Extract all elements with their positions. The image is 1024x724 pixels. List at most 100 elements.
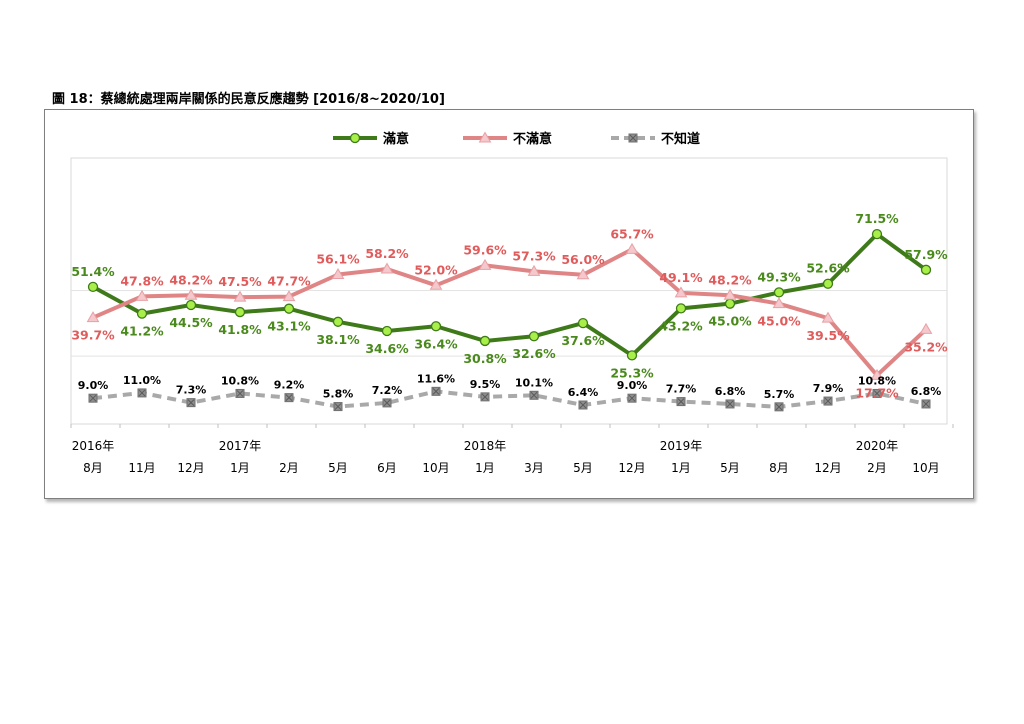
- series-0-point: [577, 317, 589, 329]
- series-2-point-cross: [383, 399, 391, 407]
- data-label-1: 57.3%: [512, 248, 556, 263]
- data-label-0: 45.0%: [708, 314, 752, 329]
- legend-label-0: 滿意: [383, 131, 409, 147]
- data-label-1: 47.5%: [218, 274, 262, 289]
- legend-label-2: 不知道: [661, 131, 700, 147]
- series-0-point: [136, 308, 148, 319]
- series-1-point: [919, 322, 933, 334]
- x-tick-label: 2月: [279, 461, 299, 475]
- data-label-1: 48.2%: [708, 272, 752, 287]
- series-2-point-cross: [187, 399, 195, 406]
- series-line-1: [92, 247, 928, 378]
- series-0-point: [528, 331, 540, 342]
- data-label-1: 35.2%: [904, 339, 948, 354]
- data-label-2: 10.8%: [858, 374, 896, 387]
- series-2-point-cross: [922, 400, 930, 408]
- series-2-point-cross: [873, 390, 881, 397]
- legend-marker-2-cross: [629, 134, 637, 142]
- series-2-point-cross: [236, 390, 244, 397]
- year-label: 2018年: [464, 439, 507, 453]
- data-label-0: 43.2%: [659, 318, 703, 333]
- x-tick-label: 1月: [230, 461, 250, 475]
- data-label-0: 44.5%: [169, 315, 213, 330]
- legend-label-1: 不滿意: [513, 131, 552, 147]
- x-axis: 8月 11月 12月 1月 2月 5月 6月 10月 1月 3月 5月 12月 1月 5月 8月 12月 2月 1…: [72, 439, 940, 475]
- data-label-0: 57.9%: [904, 247, 948, 262]
- series-0-point: [283, 303, 295, 314]
- data-label-0: 41.2%: [120, 324, 164, 339]
- data-label-2: 5.8%: [323, 388, 354, 401]
- series-1-point: [723, 288, 737, 300]
- series-2-point-cross: [677, 398, 685, 405]
- series-2-point-cross: [138, 389, 146, 397]
- year-label: 2020年: [856, 439, 899, 453]
- data-label-0: 49.3%: [757, 269, 801, 284]
- data-label-2: 5.7%: [764, 388, 795, 401]
- series-0-point: [822, 278, 834, 289]
- data-label-1: 58.2%: [365, 246, 409, 261]
- series-1-point: [184, 288, 198, 300]
- series-0-point: [234, 306, 246, 318]
- series-0-point: [773, 287, 785, 298]
- data-label-1: 59.6%: [463, 242, 507, 257]
- series-2-point-cross: [628, 394, 636, 402]
- year-label: 2017年: [219, 439, 262, 453]
- data-label-1: 49.1%: [659, 270, 703, 285]
- series-1-point: [429, 278, 443, 290]
- series-1-point: [527, 264, 541, 276]
- data-label-0: 41.8%: [218, 322, 262, 337]
- series-1-point: [625, 242, 639, 254]
- data-label-2: 9.2%: [274, 379, 305, 392]
- x-tick-label: 11月: [128, 461, 155, 475]
- data-label-0: 71.5%: [855, 211, 899, 226]
- series-line-0: [92, 232, 928, 358]
- data-label-0: 52.6%: [806, 261, 850, 276]
- series-1-point: [772, 297, 786, 309]
- data-label-2: 9.0%: [78, 379, 109, 392]
- data-label-0: 37.6%: [561, 333, 605, 348]
- x-tick-label: 5月: [720, 461, 740, 475]
- x-tick-label: 12月: [618, 461, 645, 475]
- data-label-1: 39.5%: [806, 328, 850, 343]
- x-tick-label: 3月: [524, 461, 544, 475]
- series-0-point: [332, 316, 344, 327]
- series-0-point: [871, 228, 883, 240]
- legend: 滿意 不滿意 不知道: [333, 131, 700, 147]
- data-label-2: 10.1%: [515, 376, 553, 389]
- x-tick-label: 10月: [422, 461, 449, 475]
- series-0-point: [185, 299, 197, 311]
- series-0-point: [675, 303, 687, 314]
- x-tick-label: 10月: [912, 461, 939, 475]
- series-1-point: [135, 289, 149, 301]
- year-label: 2016年: [72, 439, 115, 453]
- data-labels: 51.4% 41.2% 44.5% 41.8% 43.1% 38.1% 34.6% 36.4%…: [71, 211, 948, 401]
- legend-marker-1: [478, 131, 492, 143]
- line-chart: 滿意 不滿意 不知道 51.4% 41.2% 44.5% 41.8% 43.1% 38.1% 3…: [70, 131, 954, 475]
- data-label-0: 30.8%: [463, 351, 507, 366]
- data-label-0: 38.1%: [316, 332, 360, 347]
- data-label-1: 65.7%: [610, 226, 654, 241]
- x-tick-label: 1月: [671, 461, 691, 475]
- year-label: 2019年: [660, 439, 703, 453]
- data-label-0: 51.4%: [71, 264, 115, 279]
- series-0-point: [626, 350, 638, 361]
- data-label-1: 48.2%: [169, 272, 213, 287]
- data-label-2: 11.0%: [123, 374, 161, 387]
- data-label-0: 43.1%: [267, 319, 311, 334]
- data-label-2: 9.0%: [617, 379, 648, 392]
- series-2-point-cross: [775, 403, 783, 411]
- data-label-1: 39.7%: [71, 328, 115, 343]
- series-0-point: [479, 335, 491, 347]
- data-label-1: 56.1%: [316, 252, 360, 267]
- data-label-2: 11.6%: [417, 372, 455, 385]
- data-label-2: 9.5%: [470, 378, 501, 391]
- series-0-point: [724, 298, 736, 309]
- chart-frame: 滿意 不滿意 不知道 51.4% 41.2% 44.5% 41.8% 43.1% 38.1% 3…: [44, 109, 974, 499]
- series-2-point-cross: [285, 394, 293, 402]
- data-label-2: 6.8%: [911, 385, 942, 398]
- data-label-2: 7.9%: [813, 382, 844, 395]
- data-label-2: 7.2%: [372, 384, 403, 397]
- data-label-1: 17.7%: [855, 385, 899, 400]
- x-tick-label: 12月: [814, 461, 841, 475]
- data-label-0: 25.3%: [610, 365, 654, 380]
